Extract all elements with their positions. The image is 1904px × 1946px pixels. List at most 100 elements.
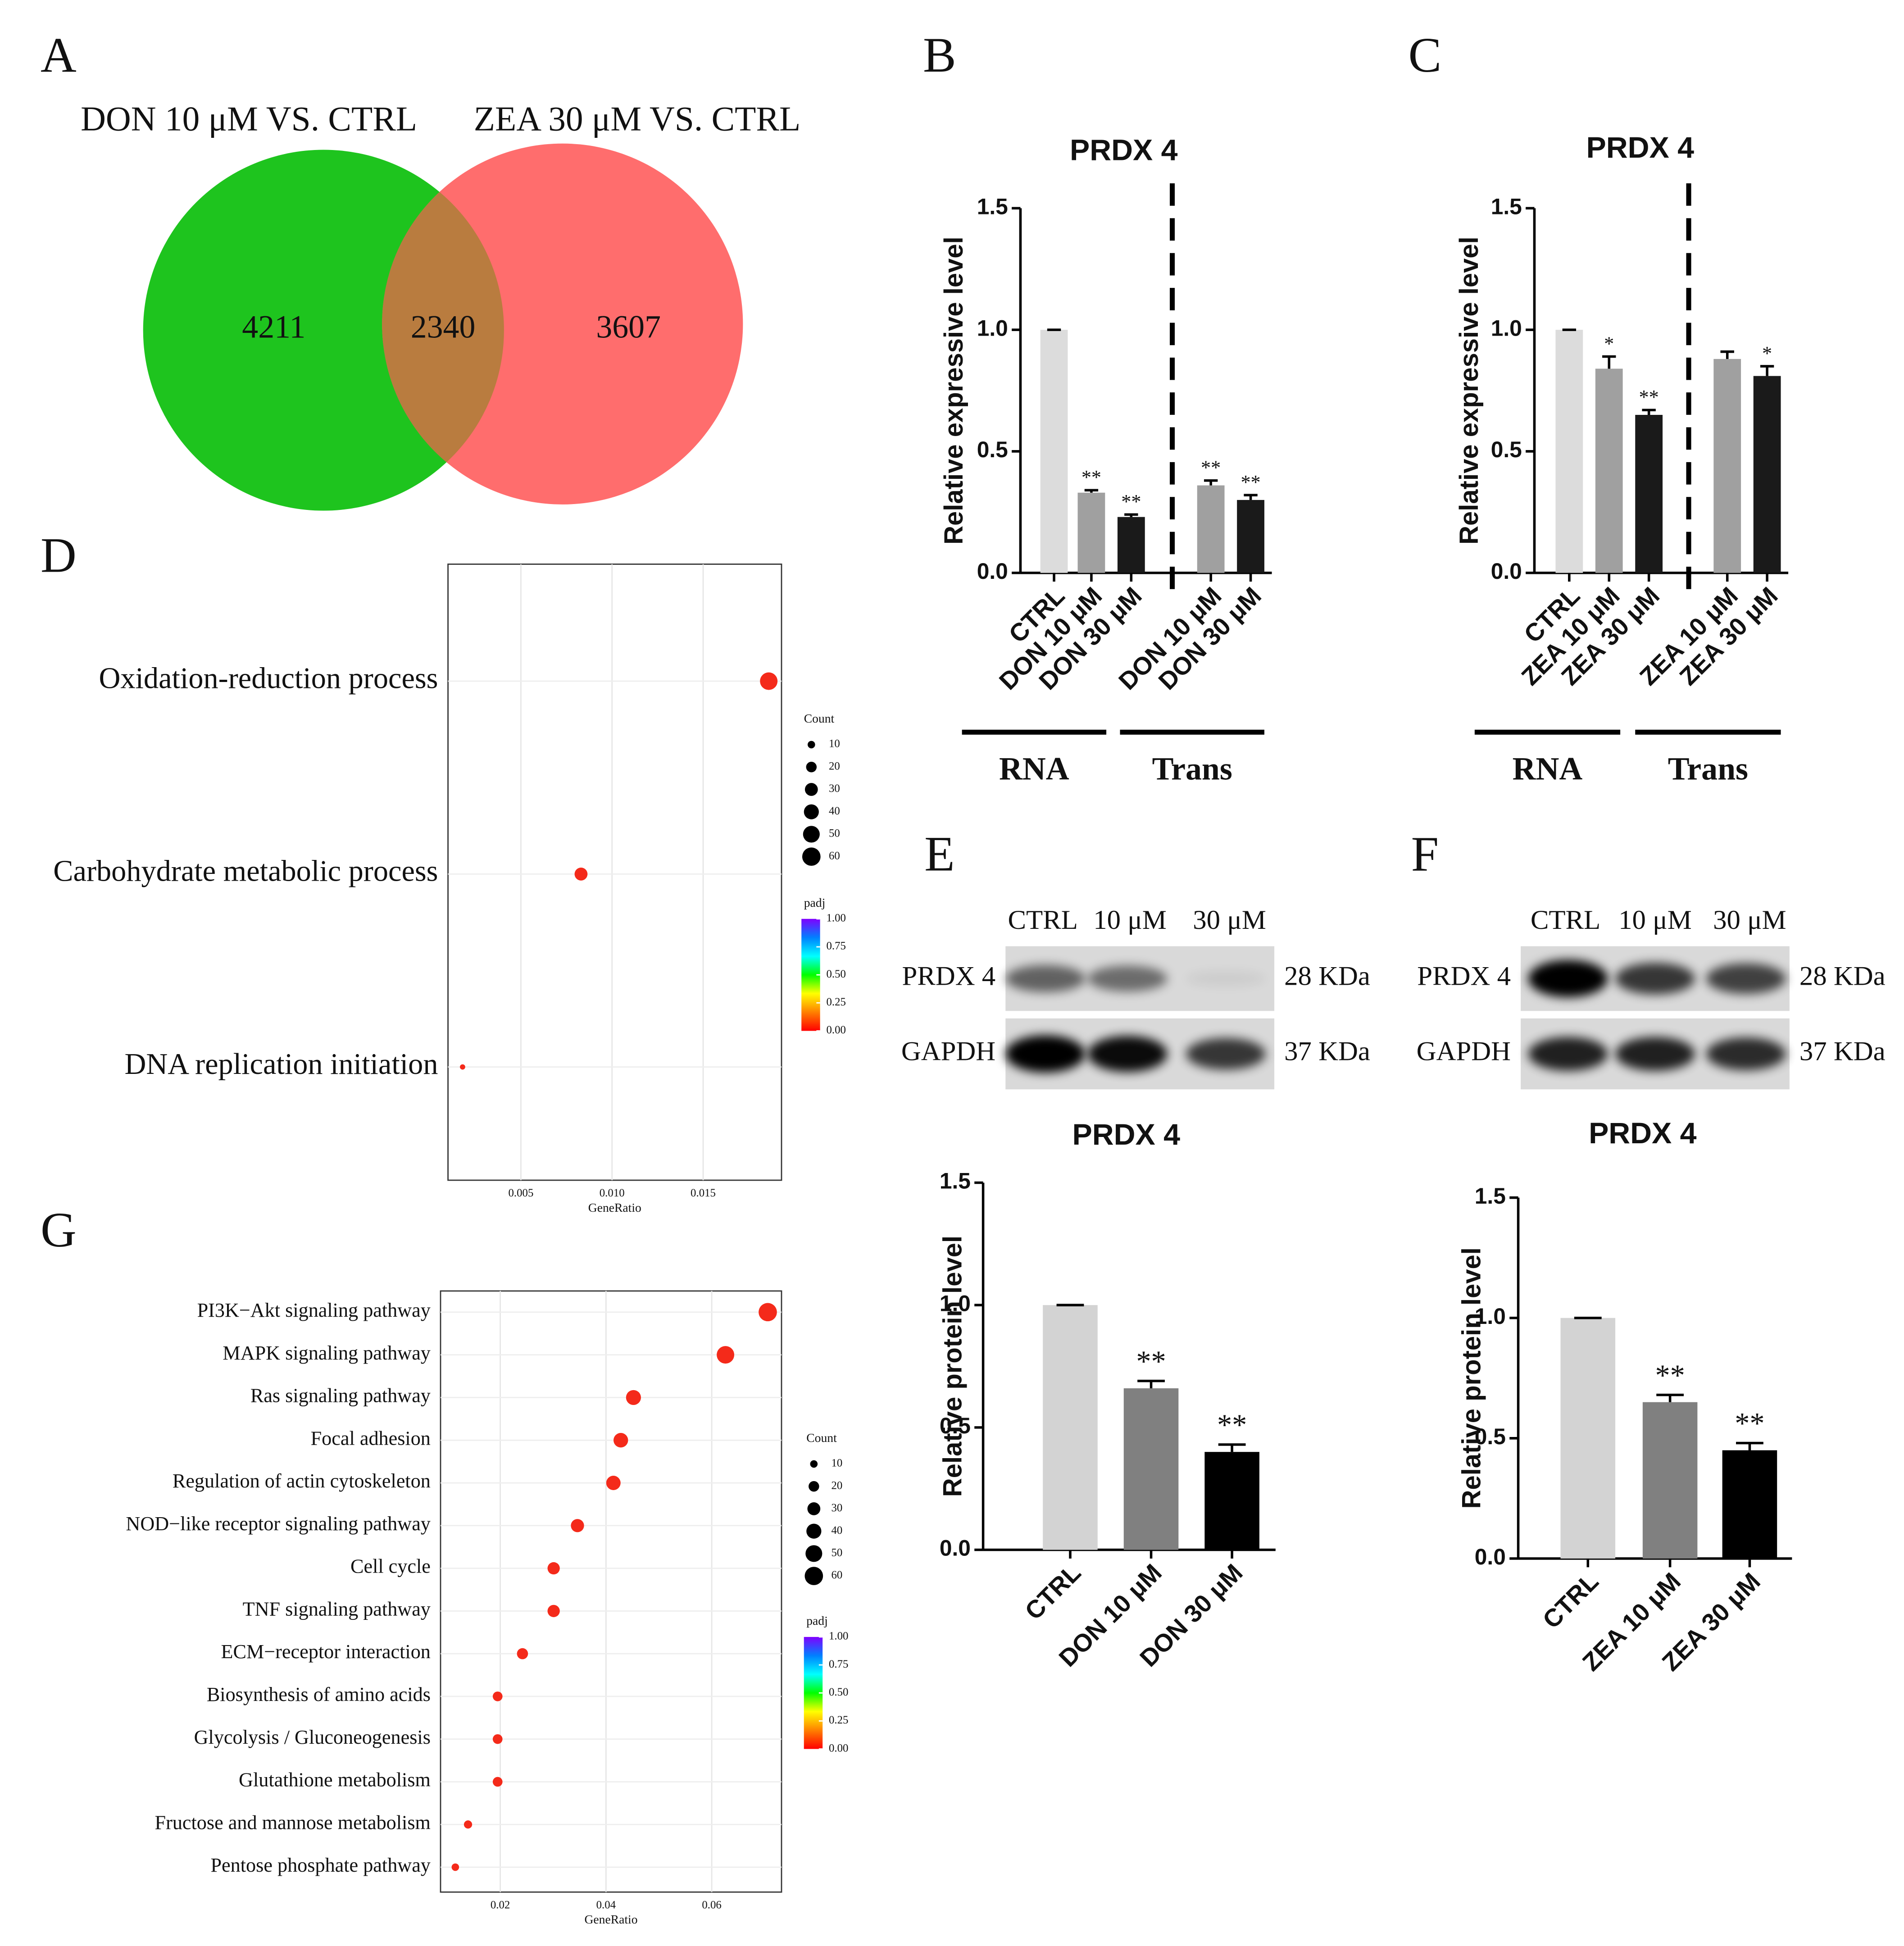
colorbar-label: 0.25 [829,1714,849,1726]
lane-label: 10 μM [1618,905,1692,935]
band [1528,959,1608,997]
chart-title: PRDX 4 [1589,1117,1697,1150]
lane-label: 10 μM [1093,905,1167,935]
row-label: GAPDH [901,1037,995,1067]
category-label: Cell cycle [350,1555,431,1578]
venn-set-name: ZEA 30 μM VS. CTRL [474,99,800,138]
lane-label: 30 μM [1193,905,1266,935]
category-label: Regulation of actin cytoskeleton [173,1470,431,1492]
bar [1642,1402,1698,1559]
legend-dot [806,762,817,773]
lane-label: 30 μM [1713,905,1786,935]
bar [1635,415,1663,573]
significance: ** [1201,457,1221,479]
dot [759,1303,777,1322]
size-label: 28 KDa [1284,961,1370,991]
legend-dot [808,741,815,749]
legend-dot [809,1481,819,1492]
bar [1077,492,1105,573]
y-tick-label: 0.0 [1491,559,1522,584]
significance: ** [1121,491,1141,513]
group-label: RNA [999,750,1069,787]
legend-label: 20 [832,1479,843,1491]
plot-area [447,564,782,1181]
dot [760,672,778,690]
y-tick-label: 1.0 [940,1291,971,1316]
legend-label: 40 [832,1524,843,1537]
x-axis-label: GeneRatio [584,1912,637,1926]
category-label: Focal adhesion [311,1427,431,1449]
venn-overlap [382,150,504,505]
legend-title: padj [804,896,826,909]
band [1615,1037,1695,1071]
group-label: Trans [1668,750,1748,787]
legend-label: 40 [829,805,840,817]
category-label: Pentose phosphate pathway [210,1854,430,1876]
category-label: Oxidation-reduction process [99,662,438,695]
legend-label: 10 [829,738,840,750]
legend-label: 10 [832,1457,843,1469]
venn-set-name: DON 10 μM VS. CTRL [81,99,417,138]
y-tick-label: 1.5 [940,1169,971,1194]
chart-title: PRDX 4 [1586,131,1695,164]
dot [451,1863,459,1871]
legend-dot [804,804,819,819]
colorbar-label: 0.75 [826,940,846,952]
venn-count: 3607 [596,309,661,345]
dot [717,1346,735,1364]
lane-label: CTRL [1008,905,1078,935]
band [1005,965,1086,992]
lane-label: CTRL [1531,905,1600,935]
dot [613,1433,628,1448]
legend-dot [804,1567,823,1585]
x-tick-label: CTRL [1537,1567,1604,1634]
dot [606,1476,621,1490]
legend-title: padj [806,1614,828,1628]
chart-title: PRDX 4 [1072,1118,1181,1151]
bar [1555,330,1583,573]
legend-label: 60 [829,850,840,862]
y-tick-label: 0.0 [977,559,1008,584]
legend-title: Count [806,1431,837,1445]
category-label: PI3K−Akt signaling pathway [197,1299,431,1321]
category-label: ECM−receptor interaction [221,1641,431,1663]
category-label: DNA replication initiation [124,1048,438,1081]
size-label: 37 KDa [1799,1037,1886,1067]
band [1528,1037,1608,1071]
legend-dot [805,1545,822,1562]
legend-dot [807,1502,821,1515]
colorbar-label: 0.00 [829,1742,849,1754]
panel-label: F [1411,827,1439,882]
band [1087,965,1168,992]
category-label: TNF signaling pathway [243,1598,431,1620]
band [1615,963,1695,995]
colorbar-label: 0.50 [826,968,846,980]
venn-count: 4211 [242,309,305,345]
dot [492,1734,503,1744]
significance: ** [1136,1345,1166,1378]
category-label: Ras signaling pathway [250,1385,431,1407]
x-tick-label: CTRL [1019,1559,1086,1625]
x-tick-label: 0.015 [691,1187,716,1199]
legend-label: 50 [832,1547,843,1559]
legend-title: Count [804,711,835,725]
band [1706,963,1786,994]
y-tick-label: 0.0 [1475,1544,1506,1569]
y-axis-label: Relative expressive level [939,236,968,545]
group-label: RNA [1513,750,1583,787]
legend-dot [803,826,820,843]
size-label: 37 KDa [1284,1037,1370,1067]
legend-label: 50 [829,828,840,840]
x-tick-label: 0.005 [508,1187,533,1199]
bar [1595,368,1623,573]
bar [1753,376,1781,573]
significance: ** [1241,471,1260,493]
colorbar-label: 0.75 [829,1658,849,1670]
category-label: Carbohydrate metabolic process [53,855,438,888]
significance: ** [1655,1359,1685,1392]
legend-dot [806,1523,822,1539]
y-tick-label: 0.5 [1475,1424,1506,1449]
band [1186,970,1266,987]
